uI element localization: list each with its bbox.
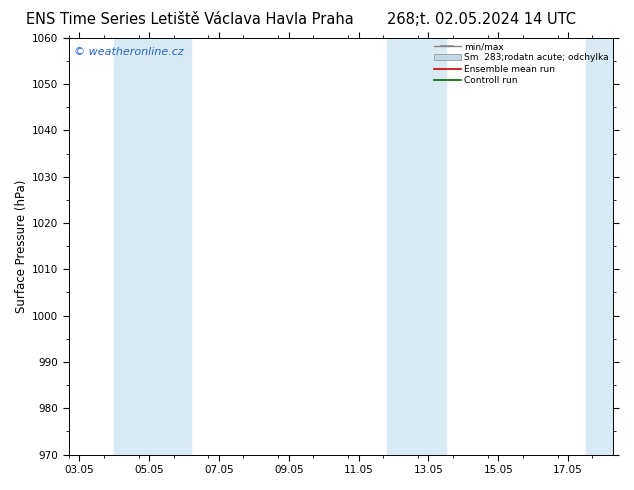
Text: 268;t. 02.05.2024 14 UTC: 268;t. 02.05.2024 14 UTC — [387, 12, 576, 27]
Text: ENS Time Series Letiště Václava Havla Praha: ENS Time Series Letiště Václava Havla Pr… — [27, 12, 354, 27]
Bar — [586, 38, 614, 455]
Text: © weatheronline.cz: © weatheronline.cz — [74, 47, 184, 57]
Bar — [114, 38, 191, 455]
Legend: min/max, Sm  283;rodatn acute; odchylka, Ensemble mean run, Controll run: min/max, Sm 283;rodatn acute; odchylka, … — [431, 40, 612, 88]
Y-axis label: Surface Pressure (hPa): Surface Pressure (hPa) — [15, 179, 28, 313]
Bar — [387, 38, 446, 455]
